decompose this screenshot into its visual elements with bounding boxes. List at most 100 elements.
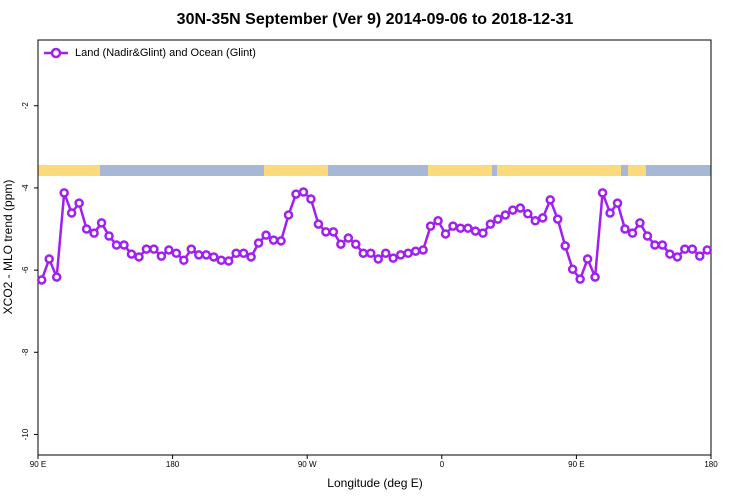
chart-title: 30N-35N September (Ver 9) 2014-09-06 to … bbox=[177, 11, 574, 28]
data-point bbox=[59, 188, 69, 198]
data-point bbox=[126, 249, 137, 259]
x-tick-label: 90 E bbox=[568, 460, 584, 469]
legend-marker bbox=[50, 47, 62, 59]
data-point bbox=[343, 233, 354, 243]
data-point bbox=[328, 227, 339, 237]
data-point bbox=[216, 255, 226, 265]
data-point bbox=[448, 221, 458, 231]
data-point bbox=[463, 223, 473, 233]
data-point bbox=[321, 227, 331, 237]
data-point bbox=[351, 239, 361, 249]
data-point bbox=[336, 239, 346, 249]
data-point bbox=[538, 213, 548, 223]
data-point bbox=[366, 248, 376, 259]
data-point bbox=[388, 253, 398, 263]
x-tick-label: 90 W bbox=[298, 460, 317, 469]
data-point bbox=[96, 218, 107, 228]
land-ocean-band bbox=[38, 165, 711, 176]
data-point bbox=[306, 194, 316, 204]
data-point bbox=[194, 250, 204, 260]
series-line bbox=[40, 190, 709, 282]
y-tick-label: -6 bbox=[21, 266, 30, 274]
data-point bbox=[358, 248, 369, 259]
data-point bbox=[291, 189, 301, 199]
data-point bbox=[605, 208, 615, 218]
data-point bbox=[276, 236, 286, 246]
data-point bbox=[171, 248, 182, 259]
data-point bbox=[425, 221, 436, 231]
x-tick-label: 90 E bbox=[30, 460, 46, 469]
y-tick-label: -4 bbox=[21, 184, 30, 192]
plot-frame bbox=[37, 39, 712, 456]
data-point bbox=[231, 248, 241, 259]
data-point bbox=[575, 274, 585, 284]
data-point bbox=[620, 224, 630, 234]
data-point bbox=[81, 224, 92, 234]
data-point bbox=[44, 254, 54, 264]
data-point bbox=[261, 230, 271, 240]
data-point bbox=[695, 251, 705, 261]
x-axis-label: Longitude (deg E) bbox=[327, 476, 422, 490]
data-point bbox=[373, 254, 383, 264]
data-point bbox=[149, 244, 159, 254]
data-point bbox=[238, 248, 249, 259]
data-point bbox=[508, 205, 518, 215]
data-point bbox=[36, 275, 47, 285]
data-point bbox=[530, 216, 541, 226]
data-point bbox=[51, 272, 62, 282]
data-point bbox=[156, 251, 167, 261]
land-band bbox=[38, 165, 100, 176]
data-point bbox=[657, 240, 668, 250]
land-band bbox=[497, 165, 621, 176]
data-point bbox=[493, 214, 503, 224]
y-tick-label: -2 bbox=[21, 102, 30, 110]
data-point bbox=[665, 249, 675, 259]
data-point bbox=[680, 244, 690, 254]
data-point bbox=[201, 250, 211, 260]
data-point bbox=[552, 214, 563, 224]
data-point bbox=[283, 210, 294, 220]
x-tick-label: 180 bbox=[704, 460, 718, 469]
y-axis-label: XCO2 - MLO trend (ppm) bbox=[1, 180, 15, 315]
data-point bbox=[650, 240, 660, 250]
data-point bbox=[186, 244, 197, 254]
data-point bbox=[470, 226, 481, 236]
land-band bbox=[428, 165, 492, 176]
data-point bbox=[164, 245, 174, 255]
data-point bbox=[208, 252, 219, 262]
data-point bbox=[66, 208, 77, 218]
data-point bbox=[433, 216, 443, 226]
data-point bbox=[455, 223, 466, 233]
data-point bbox=[590, 272, 600, 282]
data-point bbox=[440, 229, 451, 239]
data-point bbox=[104, 231, 114, 241]
x-tick-label: 180 bbox=[166, 460, 180, 469]
land-band bbox=[264, 165, 328, 176]
data-point bbox=[642, 231, 653, 241]
data-point bbox=[179, 255, 189, 265]
data-point bbox=[313, 219, 324, 229]
data-point bbox=[268, 235, 279, 245]
data-point bbox=[418, 245, 428, 255]
data-point bbox=[545, 195, 555, 205]
legend-label: Land (Nadir&Glint) and Ocean (Glint) bbox=[75, 47, 256, 59]
data-point bbox=[380, 248, 391, 259]
data-point bbox=[410, 246, 421, 256]
land-band bbox=[628, 165, 646, 176]
data-point bbox=[560, 241, 570, 251]
data-point bbox=[89, 228, 99, 238]
data-point bbox=[567, 264, 578, 275]
data-point bbox=[612, 198, 623, 208]
data-point bbox=[223, 256, 234, 266]
data-point bbox=[478, 228, 488, 238]
data-point bbox=[395, 250, 406, 260]
data-point bbox=[597, 188, 608, 198]
data-point bbox=[246, 252, 256, 262]
data-point bbox=[627, 228, 638, 238]
data-point bbox=[702, 245, 713, 255]
data-point bbox=[141, 244, 152, 254]
data-point bbox=[485, 219, 496, 229]
ocean-band bbox=[38, 165, 711, 176]
data-point bbox=[403, 248, 413, 259]
